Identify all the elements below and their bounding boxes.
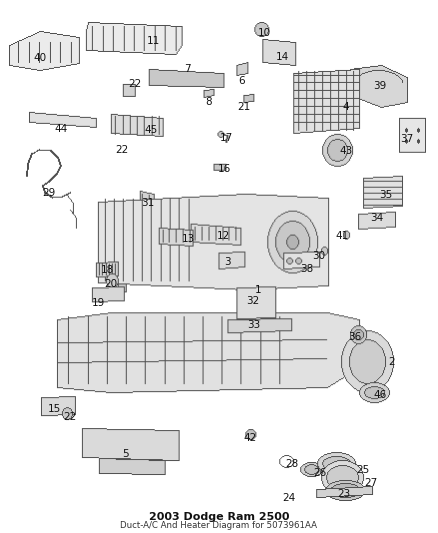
- Text: 2: 2: [388, 357, 395, 367]
- Text: 25: 25: [357, 465, 370, 474]
- Text: 42: 42: [244, 433, 257, 443]
- Text: 30: 30: [312, 251, 325, 261]
- Text: 45: 45: [145, 125, 158, 135]
- Text: 5: 5: [122, 449, 128, 458]
- Text: 43: 43: [339, 146, 352, 156]
- Text: 21: 21: [237, 102, 251, 112]
- Text: 11: 11: [147, 36, 160, 45]
- Text: 8: 8: [205, 96, 212, 107]
- Text: 26: 26: [313, 468, 326, 478]
- Text: 34: 34: [371, 213, 384, 223]
- Text: 17: 17: [220, 133, 233, 143]
- Text: 15: 15: [48, 404, 61, 414]
- Text: 24: 24: [282, 492, 296, 503]
- Text: 3: 3: [224, 257, 231, 267]
- Text: 35: 35: [379, 190, 392, 200]
- Text: 41: 41: [336, 231, 349, 241]
- Text: 16: 16: [218, 164, 231, 174]
- Text: 1: 1: [255, 286, 261, 295]
- Text: 19: 19: [92, 297, 105, 308]
- Text: 10: 10: [258, 28, 271, 38]
- Text: Duct-A/C And Heater Diagram for 5073961AA: Duct-A/C And Heater Diagram for 5073961A…: [120, 521, 318, 530]
- Text: 28: 28: [285, 459, 298, 469]
- Text: 31: 31: [141, 198, 155, 208]
- Text: 46: 46: [374, 390, 387, 400]
- Text: 33: 33: [247, 320, 261, 330]
- Text: 14: 14: [276, 52, 289, 61]
- Text: 37: 37: [400, 134, 413, 144]
- Text: 22: 22: [115, 144, 128, 155]
- Text: 13: 13: [182, 234, 195, 244]
- Text: 27: 27: [364, 479, 378, 488]
- Text: 40: 40: [33, 53, 46, 62]
- Text: 18: 18: [101, 265, 114, 275]
- Text: 32: 32: [247, 296, 260, 306]
- Text: 22: 22: [63, 412, 76, 422]
- Text: 23: 23: [337, 489, 350, 499]
- Text: 22: 22: [128, 79, 141, 89]
- Text: 38: 38: [300, 264, 313, 274]
- Text: 36: 36: [349, 332, 362, 342]
- Text: 4: 4: [343, 102, 349, 112]
- Text: 6: 6: [238, 77, 245, 86]
- Text: 44: 44: [54, 124, 67, 134]
- Text: 39: 39: [373, 81, 386, 91]
- Text: 2003 Dodge Ram 2500: 2003 Dodge Ram 2500: [149, 512, 289, 522]
- Text: 7: 7: [184, 64, 191, 74]
- Text: 29: 29: [42, 188, 55, 198]
- Text: 20: 20: [105, 279, 118, 289]
- Text: 12: 12: [217, 231, 230, 241]
